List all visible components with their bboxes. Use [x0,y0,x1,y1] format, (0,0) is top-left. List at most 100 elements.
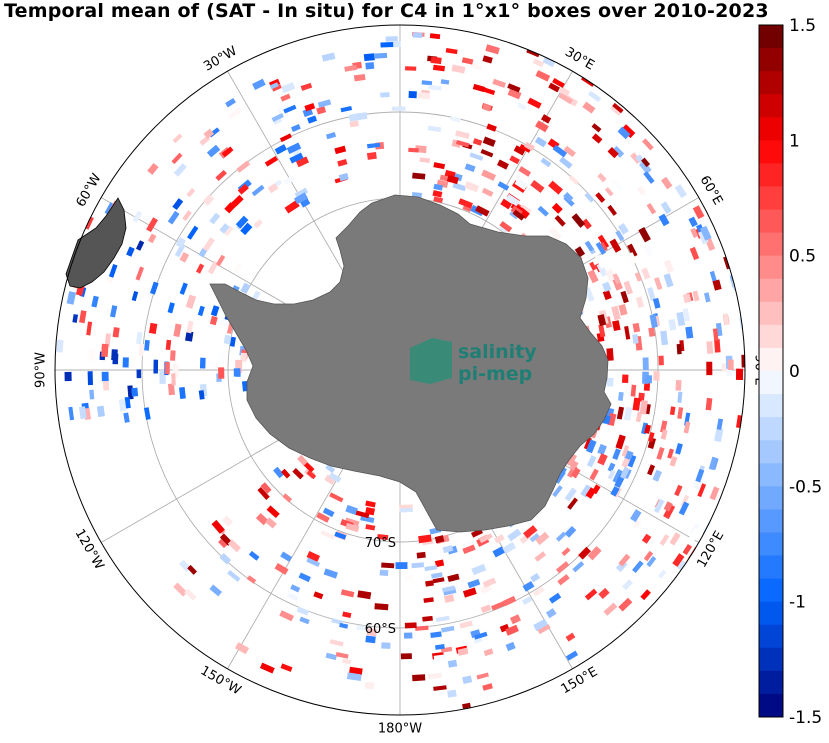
data-cell [206,144,221,158]
data-cell [215,169,227,182]
data-cell [532,58,545,68]
data-cell [167,210,180,225]
data-cell [78,406,87,420]
data-cell [342,611,352,619]
data-cell [292,148,302,158]
colorbar-cell [759,693,783,718]
data-cell [652,469,662,482]
data-cell [218,367,225,379]
data-cell [395,562,408,570]
data-cell [610,486,620,497]
data-cell [617,223,629,235]
data-cell [617,391,624,401]
data-cell [479,533,493,544]
data-cell [269,82,279,90]
data-cell [447,573,460,583]
data-cell [187,564,198,575]
data-cell [565,632,576,642]
colorbar-cell [759,48,783,72]
data-cell [783,358,788,368]
data-cell [450,116,461,123]
data-cell [607,469,616,480]
data-cell [427,125,442,133]
data-cell [502,541,517,554]
data-cell [600,649,613,661]
data-cell [606,377,614,387]
data-cell [507,88,522,100]
data-cell [167,302,175,314]
data-cell [722,313,730,326]
data-cell [630,509,642,523]
data-cell [126,246,135,257]
colorbar-cell [759,25,783,49]
data-cell [514,178,529,191]
data-cell [521,596,533,605]
data-cell [669,532,681,546]
data-cell [663,273,674,288]
data-cell [669,456,678,467]
data-cell [240,282,251,294]
data-cell [714,514,723,524]
data-cell [517,102,527,111]
data-cell [646,107,658,118]
data-cell [424,565,438,572]
data-cell [621,579,633,591]
data-cell [209,315,218,326]
data-cell [740,505,745,518]
data-cell [259,662,275,674]
data-cell [185,294,197,309]
data-cell [672,553,685,567]
data-cell [334,145,347,155]
data-cell [642,138,654,151]
data-cell [433,654,448,662]
data-cell [266,505,280,519]
data-cell [198,390,205,400]
colorbar-cell [759,463,783,487]
data-cell [271,113,284,123]
data-cell [234,642,250,655]
data-cell [540,114,552,124]
data-cell [596,262,608,278]
data-cell [727,486,736,498]
data-cell [264,155,278,167]
data-cell [597,443,607,456]
data-cell [481,187,494,197]
data-cell [604,187,614,197]
data-cell [518,25,530,26]
data-cell [692,205,705,220]
data-cell [225,97,236,108]
data-cell [96,405,105,417]
colorbar-tick-labels: 1.5 1 0.5 0 -0.5 -1 -1.5 [789,16,822,728]
data-cell [485,44,500,55]
data-cell [349,120,359,128]
data-cell [199,357,206,369]
data-cell [149,281,159,295]
data-cell [289,152,304,164]
data-cell [280,551,293,562]
data-cell [627,80,639,92]
data-cell [674,484,683,497]
data-cell [533,618,549,632]
data-cell [682,293,692,304]
longitude-label: 120°E [695,529,728,571]
data-cell [632,560,644,574]
data-cell [136,331,143,345]
data-cell [568,174,580,186]
data-cell [280,93,291,102]
data-cell [360,515,375,524]
colorbar-cell [759,440,783,464]
data-cell [530,179,545,193]
data-cell [568,27,581,38]
data-cell [591,123,602,133]
data-cell [124,396,131,409]
data-cell [682,543,693,556]
data-cell [357,590,372,600]
longitude-label: 180°W [378,722,422,737]
data-cell [648,432,655,442]
data-cell [712,328,719,341]
data-cell [296,606,310,616]
data-cell [408,147,419,153]
data-cell [678,501,690,516]
data-cell [749,424,757,438]
data-cell [645,375,653,384]
